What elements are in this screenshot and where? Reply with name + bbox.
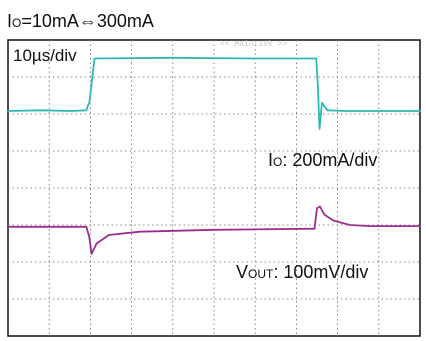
watermark-label: << Main:10k >> <box>220 40 287 49</box>
chart-title: IO=10mA⇔300mA <box>7 11 154 31</box>
io-trace <box>7 56 421 130</box>
time-div-label: 10µs/div <box>13 46 77 65</box>
plot-frame <box>7 39 421 337</box>
plot-area: << Main:10k >> 10µs/div IO: 200mA/div VO… <box>7 39 421 337</box>
vout-scale-label: VOUT: 100mV/div <box>236 262 368 282</box>
traces <box>7 56 421 255</box>
io-scale-label: IO: 200mA/div <box>268 150 377 170</box>
vout-trace <box>7 205 421 255</box>
